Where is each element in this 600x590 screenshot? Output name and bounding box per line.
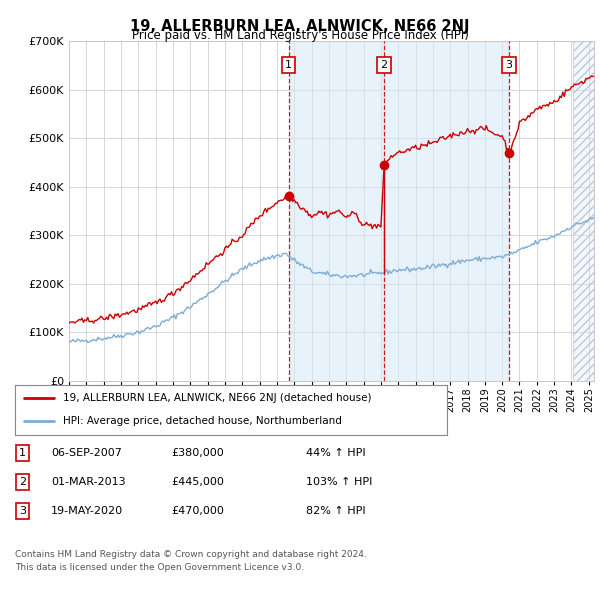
Text: 06-SEP-2007: 06-SEP-2007 xyxy=(51,448,122,458)
Text: £470,000: £470,000 xyxy=(171,506,224,516)
Text: £445,000: £445,000 xyxy=(171,477,224,487)
Text: 01-MAR-2013: 01-MAR-2013 xyxy=(51,477,125,487)
Text: This data is licensed under the Open Government Licence v3.0.: This data is licensed under the Open Gov… xyxy=(15,563,304,572)
Text: 19-MAY-2020: 19-MAY-2020 xyxy=(51,506,123,516)
Text: 19, ALLERBURN LEA, ALNWICK, NE66 2NJ: 19, ALLERBURN LEA, ALNWICK, NE66 2NJ xyxy=(130,19,470,34)
Text: 3: 3 xyxy=(505,60,512,70)
Text: 103% ↑ HPI: 103% ↑ HPI xyxy=(306,477,373,487)
Text: 2: 2 xyxy=(380,60,387,70)
Text: £380,000: £380,000 xyxy=(171,448,224,458)
Text: 2: 2 xyxy=(19,477,26,487)
Text: 82% ↑ HPI: 82% ↑ HPI xyxy=(306,506,365,516)
Text: Contains HM Land Registry data © Crown copyright and database right 2024.: Contains HM Land Registry data © Crown c… xyxy=(15,550,367,559)
Text: 44% ↑ HPI: 44% ↑ HPI xyxy=(306,448,365,458)
Text: 1: 1 xyxy=(285,60,292,70)
Text: 1: 1 xyxy=(19,448,26,458)
Text: 19, ALLERBURN LEA, ALNWICK, NE66 2NJ (detached house): 19, ALLERBURN LEA, ALNWICK, NE66 2NJ (de… xyxy=(62,393,371,403)
Text: HPI: Average price, detached house, Northumberland: HPI: Average price, detached house, Nort… xyxy=(62,417,341,427)
Text: Price paid vs. HM Land Registry's House Price Index (HPI): Price paid vs. HM Land Registry's House … xyxy=(131,30,469,42)
Text: 3: 3 xyxy=(19,506,26,516)
